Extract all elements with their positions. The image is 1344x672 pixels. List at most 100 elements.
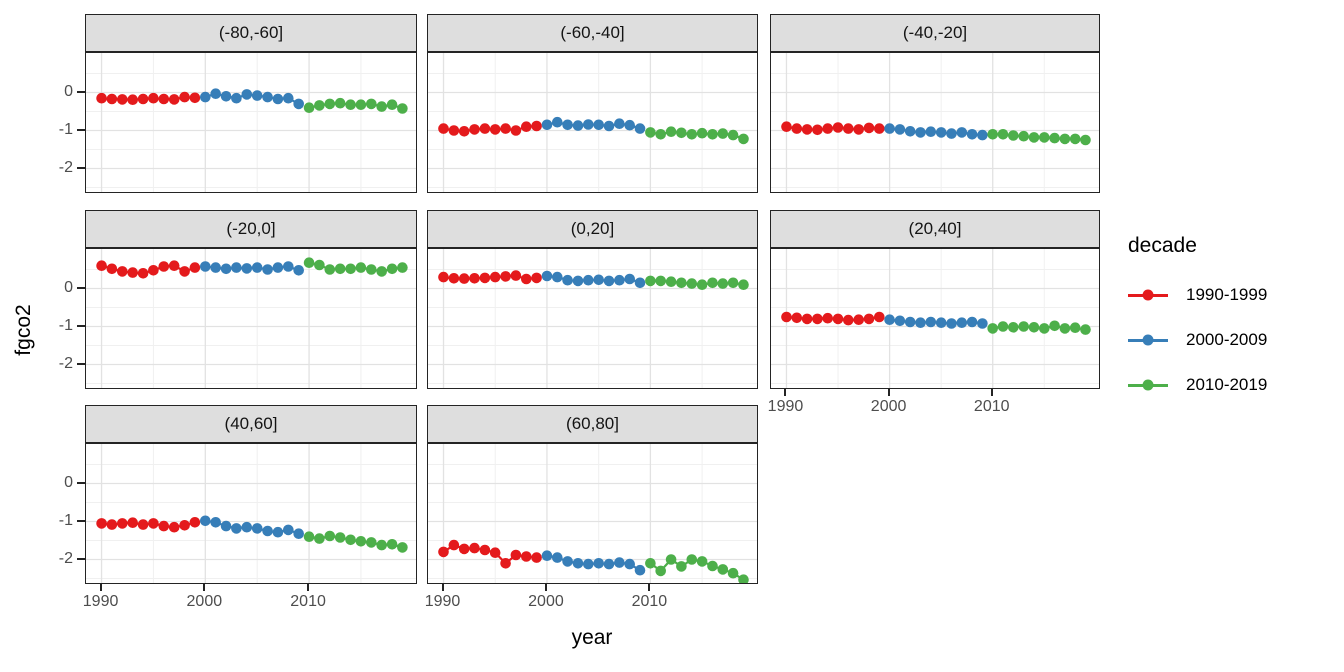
series-1990-1999 — [438, 120, 542, 137]
data-point — [303, 257, 315, 268]
data-point — [469, 542, 480, 554]
data-point — [1039, 323, 1050, 334]
facet-panel — [770, 52, 1100, 193]
legend-key-icon — [1128, 329, 1168, 351]
data-point — [812, 313, 823, 325]
legend-entry-label: 2000-2009 — [1186, 330, 1268, 349]
data-point — [251, 262, 263, 273]
x-tick-label: 2000 — [528, 593, 564, 610]
x-tick-label: 2000 — [186, 593, 223, 610]
data-point — [997, 129, 1009, 140]
data-point — [397, 542, 408, 553]
data-point — [334, 532, 346, 543]
data-point — [117, 94, 128, 105]
data-point — [355, 262, 367, 273]
data-point — [822, 123, 833, 134]
data-point — [220, 263, 232, 275]
data-point — [655, 129, 666, 140]
legend: decade 1990-1999 2000-2009 2010-2019 — [1128, 234, 1267, 419]
data-point — [696, 279, 708, 290]
data-point — [355, 536, 367, 547]
data-point — [262, 91, 273, 103]
data-point — [634, 277, 646, 289]
data-point — [386, 539, 398, 550]
data-point — [231, 262, 242, 273]
legend-entry: 2000-2009 — [1128, 329, 1267, 351]
data-point — [676, 277, 687, 289]
data-point — [510, 125, 522, 136]
series-2000-2009 — [541, 270, 646, 289]
x-tick-label: 2000 — [870, 398, 907, 415]
y-tick-label: -1 — [58, 511, 73, 529]
data-point — [614, 274, 625, 286]
data-point — [1080, 324, 1091, 335]
x-tick-mark — [544, 584, 547, 591]
x-tick-mark — [648, 584, 651, 591]
data-point — [665, 554, 677, 565]
facet-panel — [85, 52, 417, 193]
data-point — [614, 557, 625, 568]
data-point — [791, 123, 803, 134]
data-point — [572, 120, 584, 131]
facet-strip-label: (40,60] — [224, 414, 278, 433]
legend-key-dot — [1142, 379, 1154, 391]
data-point — [345, 534, 356, 546]
data-point — [241, 89, 253, 100]
data-point — [1080, 134, 1091, 146]
data-point — [334, 263, 346, 275]
legend-entry-label: 2010-2019 — [1186, 375, 1268, 394]
data-point — [458, 543, 470, 555]
facet-panel — [770, 248, 1100, 389]
data-point — [593, 119, 604, 131]
data-point — [283, 524, 294, 536]
y-tick-mark — [77, 362, 85, 365]
data-point — [376, 101, 388, 112]
data-point — [946, 128, 957, 139]
data-point — [158, 261, 170, 272]
data-point — [997, 321, 1009, 332]
data-point — [925, 126, 937, 137]
data-point — [179, 266, 190, 277]
x-tick-mark — [99, 584, 102, 591]
data-point — [624, 273, 635, 285]
data-point — [531, 120, 542, 132]
x-tick-label: 1990 — [82, 593, 119, 610]
data-point — [117, 266, 128, 277]
data-point — [241, 263, 253, 274]
data-point — [738, 133, 749, 145]
data-point — [210, 517, 221, 528]
series-2000-2009 — [200, 261, 304, 276]
data-point — [510, 549, 522, 561]
x-axis-title: year — [571, 626, 613, 649]
data-point — [707, 129, 718, 140]
data-point — [966, 129, 978, 140]
data-point — [874, 123, 885, 134]
data-point — [521, 551, 532, 562]
data-point — [977, 129, 988, 141]
facet-plot-area — [86, 53, 416, 192]
data-point — [179, 520, 190, 531]
data-point — [925, 316, 937, 328]
y-tick-mark — [77, 90, 85, 93]
data-point — [489, 271, 501, 283]
data-point — [148, 265, 159, 276]
facet-panel — [427, 443, 758, 584]
data-point — [500, 123, 511, 134]
legend-entry: 1990-1999 — [1128, 284, 1267, 306]
data-point — [863, 313, 875, 325]
data-point — [915, 317, 926, 328]
data-point — [127, 517, 138, 528]
data-point — [1069, 133, 1081, 145]
data-point — [106, 519, 118, 530]
data-point — [727, 277, 739, 289]
data-point — [127, 94, 138, 105]
data-point — [200, 515, 211, 527]
x-tick-label: 1990 — [424, 593, 461, 610]
legend-key-icon — [1128, 284, 1168, 306]
data-point — [676, 561, 687, 572]
data-point — [448, 539, 460, 551]
facet-plot-area — [86, 249, 416, 388]
data-point — [137, 93, 149, 105]
data-point — [624, 119, 635, 131]
data-point — [262, 525, 273, 537]
